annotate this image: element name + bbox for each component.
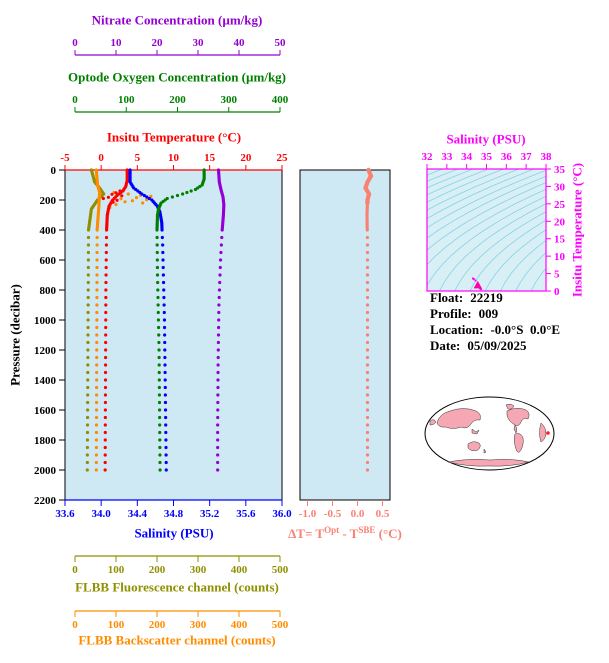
svg-text:800: 800 (40, 285, 57, 297)
float-label: Float: (430, 290, 464, 305)
svg-text:0.5: 0.5 (376, 508, 390, 520)
svg-text:0: 0 (72, 37, 78, 49)
svg-text:32: 32 (422, 151, 434, 163)
svg-text:35.2: 35.2 (200, 508, 220, 520)
date-info-line: Date: 05/09/2025 (430, 338, 560, 354)
svg-text:300: 300 (190, 564, 207, 576)
svg-text:100: 100 (118, 94, 135, 106)
svg-text:33.6: 33.6 (55, 508, 75, 520)
svg-text:300: 300 (190, 619, 207, 631)
float-info: Float: 22219 Profile: 009 Location: -0.0°S … (430, 290, 560, 354)
world-map (424, 396, 555, 471)
svg-text:400: 400 (231, 619, 248, 631)
svg-text:400: 400 (231, 564, 248, 576)
svg-text:25: 25 (277, 152, 289, 164)
svg-text:34.0: 34.0 (92, 508, 112, 520)
svg-text:34: 34 (461, 151, 473, 163)
svg-text:35: 35 (481, 151, 493, 163)
fluorescence-axis-title: FLBB Fluorescence channel (counts) (75, 579, 279, 595)
svg-text:1400: 1400 (34, 375, 57, 387)
salinity-axis-title: Salinity (PSU) (134, 525, 214, 541)
svg-text:300: 300 (221, 94, 238, 106)
svg-text:1600: 1600 (34, 405, 57, 417)
svg-text:10: 10 (554, 251, 566, 263)
svg-text:500: 500 (272, 564, 289, 576)
svg-text:36: 36 (501, 151, 513, 163)
svg-text:500: 500 (272, 619, 289, 631)
oxygen-axis-title: Optode Oxygen Concentration (µm/kg) (67, 69, 287, 85)
svg-text:200: 200 (40, 195, 57, 207)
svg-text:35: 35 (554, 164, 566, 176)
map-land (429, 403, 547, 467)
svg-text:0: 0 (51, 165, 57, 177)
nitrate-axis-title: Nitrate Concentration (µm/kg) (91, 12, 263, 28)
svg-text:15: 15 (554, 234, 566, 246)
svg-text:0: 0 (72, 564, 78, 576)
temperature-axis-title: Insitu Temperature (°C) (106, 129, 242, 145)
profile-value: 009 (478, 306, 499, 321)
svg-text:50: 50 (275, 37, 287, 49)
svg-text:5: 5 (135, 152, 141, 164)
svg-text:25: 25 (554, 199, 566, 211)
svg-text:600: 600 (40, 255, 57, 267)
svg-text:200: 200 (149, 564, 166, 576)
svg-text:34.4: 34.4 (128, 508, 148, 520)
profile-label: Profile: (430, 306, 472, 321)
svg-text:10: 10 (168, 152, 180, 164)
svg-text:35.6: 35.6 (236, 508, 256, 520)
svg-text:0: 0 (72, 94, 78, 106)
ts-salinity-axis-title: Salinity (PSU) (446, 131, 526, 147)
ts-temperature-axis-title: Insitu Temperature (°C) (569, 162, 585, 298)
svg-text:30: 30 (193, 37, 205, 49)
pressure-axis-title: Pressure (decibar) (7, 284, 23, 386)
svg-text:0.0: 0.0 (351, 508, 365, 520)
svg-text:1200: 1200 (34, 345, 57, 357)
svg-text:5: 5 (554, 269, 560, 281)
delta-t-axis-title: ΔT= TOpt - TSBE (°C) (288, 524, 402, 542)
svg-text:-1.0: -1.0 (299, 508, 317, 520)
float-value: 22219 (470, 290, 503, 305)
date-label: Date: (430, 338, 461, 353)
svg-text:400: 400 (272, 94, 289, 106)
location-value: -0.0°S 0.0°E (490, 322, 561, 337)
svg-text:40: 40 (234, 37, 246, 49)
svg-text:2200: 2200 (34, 495, 57, 507)
float-location-marker (546, 431, 550, 435)
svg-text:37: 37 (521, 151, 533, 163)
svg-text:-0.5: -0.5 (324, 508, 342, 520)
svg-text:1800: 1800 (34, 435, 57, 447)
svg-text:20: 20 (240, 152, 252, 164)
svg-text:1000: 1000 (34, 315, 57, 327)
svg-text:100: 100 (108, 619, 125, 631)
svg-text:200: 200 (169, 94, 186, 106)
date-value: 05/09/2025 (467, 338, 527, 353)
svg-text:0: 0 (98, 152, 104, 164)
svg-text:36.0: 36.0 (272, 508, 292, 520)
svg-text:10: 10 (111, 37, 123, 49)
svg-text:20: 20 (554, 216, 566, 228)
svg-text:-5: -5 (60, 152, 70, 164)
svg-text:200: 200 (149, 619, 166, 631)
svg-text:33: 33 (441, 151, 453, 163)
svg-text:400: 400 (40, 225, 57, 237)
svg-text:0: 0 (554, 286, 560, 298)
svg-text:0: 0 (72, 619, 78, 631)
svg-text:100: 100 (108, 564, 125, 576)
map-outline (424, 396, 555, 471)
svg-text:38: 38 (541, 151, 553, 163)
float-info-line: Float: 22219 (430, 290, 560, 306)
location-info-line: Location: -0.0°S 0.0°E (430, 322, 560, 338)
svg-text:30: 30 (554, 181, 566, 193)
location-label: Location: (430, 322, 484, 337)
profile-info-line: Profile: 009 (430, 306, 560, 322)
svg-text:15: 15 (204, 152, 216, 164)
svg-text:34.8: 34.8 (164, 508, 184, 520)
svg-text:2000: 2000 (34, 465, 57, 477)
svg-text:20: 20 (152, 37, 164, 49)
backscatter-axis-title: FLBB Backscatter channel (counts) (78, 632, 276, 648)
